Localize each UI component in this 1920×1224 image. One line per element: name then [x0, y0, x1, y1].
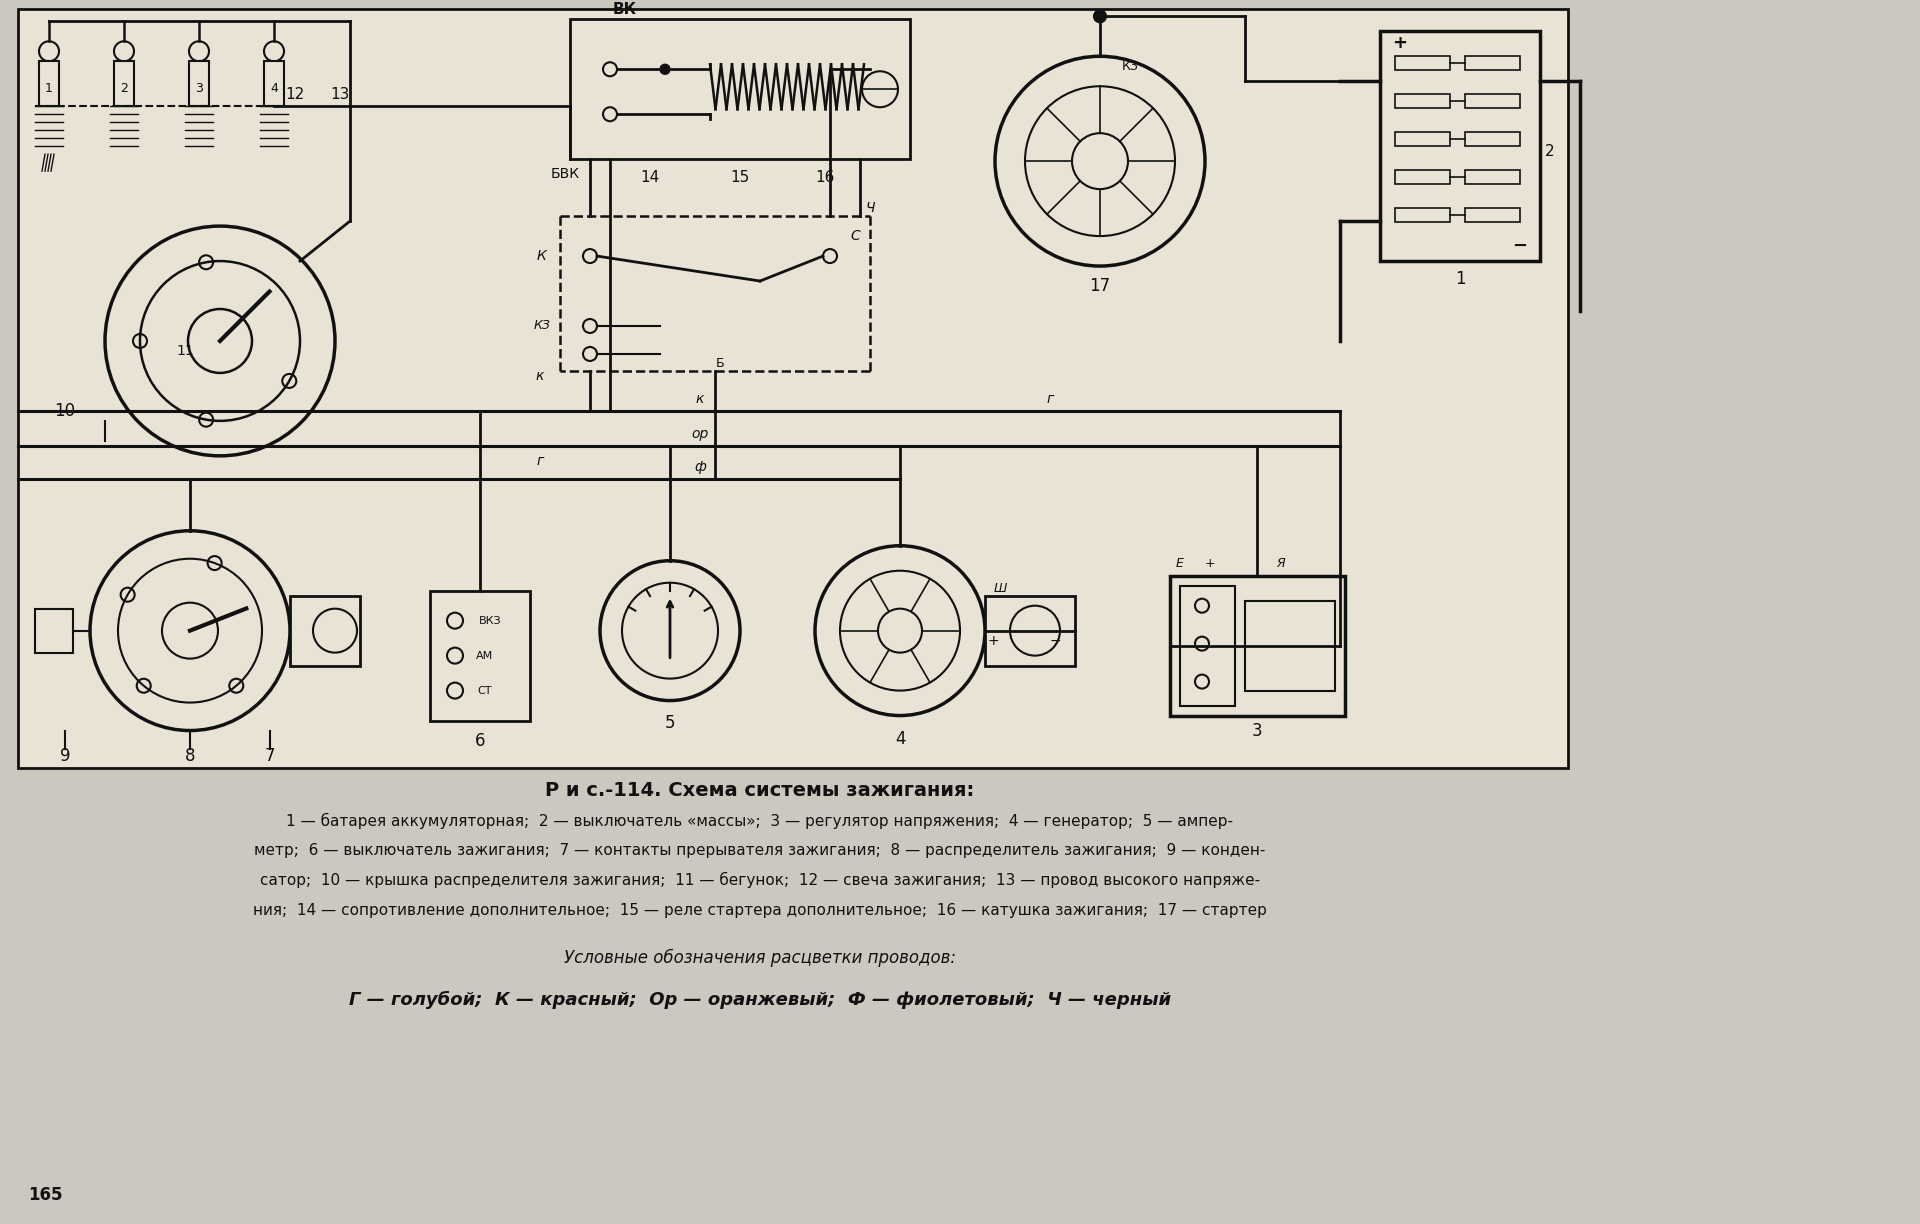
- Text: Ч: Ч: [866, 201, 876, 215]
- Bar: [265, 61, 284, 106]
- Text: 16: 16: [816, 170, 835, 185]
- Bar: [430, 591, 530, 721]
- Text: К: К: [538, 248, 547, 263]
- Bar: [290, 596, 361, 666]
- Text: ВК: ВК: [612, 1, 637, 17]
- Text: 165: 165: [29, 1186, 63, 1204]
- Circle shape: [90, 531, 290, 731]
- Text: Р и с.-114. Схема системы зажигания:: Р и с.-114. Схема системы зажигания:: [545, 781, 975, 800]
- Text: 1: 1: [44, 82, 54, 94]
- Text: г: г: [1046, 392, 1054, 406]
- Bar: [38, 61, 60, 106]
- Text: 4: 4: [895, 730, 904, 748]
- Bar: [1169, 575, 1346, 716]
- Text: АМ: АМ: [476, 651, 493, 661]
- Bar: [1465, 94, 1521, 108]
- Bar: [1465, 132, 1521, 146]
- Text: КЗ: КЗ: [1121, 60, 1139, 72]
- Text: +: +: [1204, 557, 1215, 570]
- Text: 3: 3: [1252, 721, 1261, 739]
- Bar: [985, 596, 1075, 666]
- Text: 2: 2: [121, 82, 129, 94]
- Text: 4: 4: [271, 82, 278, 94]
- Text: ор: ор: [691, 427, 708, 441]
- Bar: [570, 20, 910, 159]
- Text: ния;  14 — сопротивление дополнительное;  15 — реле стартера дополнительное;  16: ния; 14 — сопротивление дополнительное; …: [253, 903, 1267, 918]
- Text: 11: 11: [177, 344, 194, 357]
- Text: СТ: СТ: [478, 685, 492, 695]
- Text: к: к: [695, 392, 705, 406]
- Text: Г — голубой;  К — красный;  Ор — оранжевый;  Ф — фиолетовый;  Ч — черный: Г — голубой; К — красный; Ор — оранжевый…: [349, 991, 1171, 1010]
- Circle shape: [995, 56, 1206, 266]
- Bar: [1465, 170, 1521, 184]
- Text: ВКЗ: ВКЗ: [478, 616, 501, 625]
- Bar: [188, 61, 209, 106]
- Bar: [1465, 56, 1521, 70]
- Text: 3: 3: [196, 82, 204, 94]
- Text: Б: Б: [716, 357, 724, 371]
- Text: Е: Е: [1177, 557, 1185, 570]
- Text: −: −: [1513, 237, 1528, 255]
- Text: 7: 7: [265, 747, 275, 765]
- Text: к: к: [536, 368, 543, 383]
- Text: 5: 5: [664, 714, 676, 732]
- Text: 1 — батарея аккумуляторная;  2 — выключатель «массы»;  3 — регулятор напряжения;: 1 — батарея аккумуляторная; 2 — выключат…: [286, 813, 1233, 829]
- Text: +: +: [1392, 34, 1407, 53]
- Bar: [1396, 208, 1450, 222]
- Text: С: С: [851, 229, 860, 244]
- Text: 14: 14: [641, 170, 660, 185]
- Bar: [1181, 586, 1235, 705]
- Bar: [35, 608, 73, 652]
- Bar: [113, 61, 134, 106]
- Text: 15: 15: [730, 170, 749, 185]
- Bar: [1396, 132, 1450, 146]
- Text: г: г: [536, 454, 543, 468]
- Bar: [1396, 56, 1450, 70]
- Text: 12: 12: [286, 87, 305, 102]
- Text: −: −: [1048, 634, 1062, 647]
- Bar: [1244, 601, 1334, 690]
- Text: БВК: БВК: [551, 168, 580, 181]
- Bar: [1396, 170, 1450, 184]
- Circle shape: [814, 546, 985, 716]
- Bar: [1465, 208, 1521, 222]
- Text: 10: 10: [54, 401, 75, 420]
- Text: 13: 13: [330, 87, 349, 102]
- Text: 6: 6: [474, 732, 486, 749]
- Circle shape: [660, 65, 670, 75]
- Text: +: +: [987, 634, 998, 647]
- Text: 9: 9: [60, 747, 71, 765]
- Bar: [1380, 32, 1540, 261]
- Circle shape: [106, 226, 334, 455]
- Text: ф: ф: [693, 460, 707, 474]
- Bar: [1396, 94, 1450, 108]
- Text: метр;  6 — выключатель зажигания;  7 — контакты прерывателя зажигания;  8 — расп: метр; 6 — выключатель зажигания; 7 — кон…: [253, 843, 1265, 858]
- Circle shape: [1094, 10, 1106, 22]
- Circle shape: [599, 561, 739, 700]
- Text: 17: 17: [1089, 277, 1110, 295]
- Text: Условные обозначения расцветки проводов:: Условные обозначения расцветки проводов:: [564, 949, 956, 967]
- Text: КЗ: КЗ: [534, 319, 551, 333]
- Text: Ш: Ш: [993, 583, 1006, 595]
- Text: 8: 8: [184, 747, 196, 765]
- Bar: [17, 10, 1569, 769]
- Text: 1: 1: [1455, 271, 1465, 288]
- Text: Я: Я: [1275, 557, 1284, 570]
- Text: 2: 2: [1546, 143, 1555, 159]
- Text: сатор;  10 — крышка распределителя зажигания;  11 — бегунок;  12 — свеча зажиган: сатор; 10 — крышка распределителя зажига…: [259, 873, 1260, 889]
